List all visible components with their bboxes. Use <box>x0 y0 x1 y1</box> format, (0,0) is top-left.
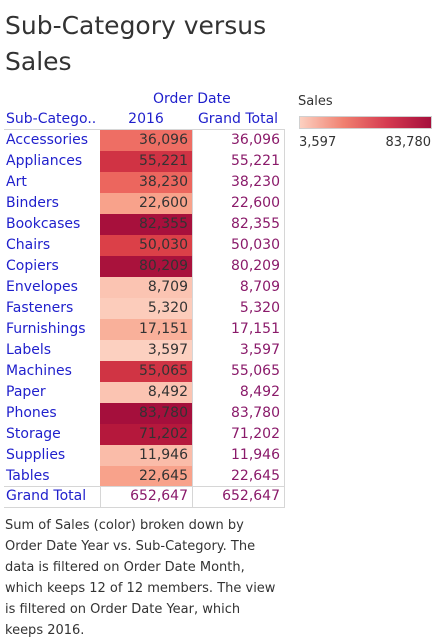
heatmap-cell[interactable]: 83,780 <box>100 403 192 424</box>
grid-line-middle <box>192 129 193 508</box>
grand-total-row-cell[interactable]: 11,946 <box>231 447 280 463</box>
grand-total-row-cell[interactable]: 55,221 <box>231 153 280 169</box>
grand-total-row-cell[interactable]: 3,597 <box>239 342 280 358</box>
row-label[interactable]: Labels <box>6 342 52 358</box>
grand-total-row-cell[interactable]: 71,202 <box>231 426 280 442</box>
grand-total-label[interactable]: Grand Total <box>6 488 87 504</box>
grand-total-row-cell[interactable]: 8,709 <box>239 279 280 295</box>
grid-line-right <box>284 129 285 508</box>
row-label[interactable]: Chairs <box>6 237 51 253</box>
heatmap-cell[interactable]: 82,355 <box>100 214 192 235</box>
heatmap-cell[interactable]: 3,597 <box>100 340 192 361</box>
grand-total-row-cell[interactable]: 38,230 <box>231 174 280 190</box>
heatmap-cell[interactable]: 5,320 <box>100 298 192 319</box>
grand-total-column-header[interactable]: Grand Total <box>197 111 279 127</box>
grand-total-divider <box>4 486 284 487</box>
grand-total-row-cell[interactable]: 17,151 <box>231 321 280 337</box>
heatmap-cell[interactable]: 50,030 <box>100 235 192 256</box>
grand-total-row-cell[interactable]: 36,096 <box>231 132 280 148</box>
row-label[interactable]: Art <box>6 174 27 190</box>
legend-min-label: 3,597 <box>299 135 337 150</box>
grand-total-row-cell[interactable]: 83,780 <box>231 405 280 421</box>
heatmap-cell[interactable]: 71,202 <box>100 424 192 445</box>
caption: Sum of Sales (color) broken down by Orde… <box>5 518 276 638</box>
heatmap-cell[interactable]: 11,946 <box>100 445 192 466</box>
row-label[interactable]: Binders <box>6 195 59 211</box>
grand-total-row-cell[interactable]: 80,209 <box>231 258 280 274</box>
chart-title: Sub-Category versus Sales <box>5 11 267 76</box>
row-label[interactable]: Bookcases <box>6 216 81 232</box>
table-bottom-line <box>4 507 284 508</box>
row-label[interactable]: Storage <box>6 426 61 442</box>
header-divider <box>4 129 284 130</box>
row-label[interactable]: Machines <box>6 363 72 379</box>
grand-total-row-cell[interactable]: 82,355 <box>231 216 280 232</box>
row-header[interactable]: Sub-Catego.. <box>6 111 97 127</box>
legend-color-ramp[interactable] <box>299 116 432 129</box>
row-label[interactable]: Envelopes <box>6 279 78 295</box>
grand-total-row-cell[interactable]: 22,600 <box>231 195 280 211</box>
heatmap-cell[interactable]: 8,492 <box>100 382 192 403</box>
grand-total-row-cell[interactable]: 50,030 <box>231 237 280 253</box>
heatmap-cell[interactable]: 22,645 <box>100 466 192 487</box>
row-label[interactable]: Phones <box>6 405 57 421</box>
legend-title: Sales <box>298 94 333 109</box>
row-label[interactable]: Supplies <box>6 447 66 463</box>
heatmap-cell[interactable]: 36,096 <box>100 130 192 151</box>
grand-total-year-cell[interactable]: 652,647 <box>130 488 188 504</box>
grand-total-cell[interactable]: 652,647 <box>222 488 280 504</box>
heatmap-cell[interactable]: 22,600 <box>100 193 192 214</box>
legend-max-label: 83,780 <box>385 135 432 150</box>
grand-total-row-cell[interactable]: 22,645 <box>231 468 280 484</box>
row-label[interactable]: Tables <box>6 468 50 484</box>
row-label[interactable]: Fasteners <box>6 300 74 316</box>
heatmap-cell[interactable]: 17,151 <box>100 319 192 340</box>
row-label[interactable]: Furnishings <box>6 321 86 337</box>
grand-total-row-cell[interactable]: 8,492 <box>239 384 280 400</box>
heatmap-cell[interactable]: 80,209 <box>100 256 192 277</box>
column-group-header[interactable]: Order Date <box>153 91 231 107</box>
row-label[interactable]: Accessories <box>6 132 89 148</box>
heatmap-cell[interactable]: 38,230 <box>100 172 192 193</box>
heatmap-cell[interactable]: 55,221 <box>100 151 192 172</box>
grand-total-row-cell[interactable]: 5,320 <box>239 300 280 316</box>
heatmap-cell[interactable]: 8,709 <box>100 277 192 298</box>
heatmap-cell[interactable]: 55,065 <box>100 361 192 382</box>
row-label[interactable]: Paper <box>6 384 46 400</box>
row-label[interactable]: Copiers <box>6 258 59 274</box>
year-column-header[interactable]: 2016 <box>128 111 164 127</box>
grand-total-row-cell[interactable]: 55,065 <box>231 363 280 379</box>
row-label[interactable]: Appliances <box>6 153 83 169</box>
